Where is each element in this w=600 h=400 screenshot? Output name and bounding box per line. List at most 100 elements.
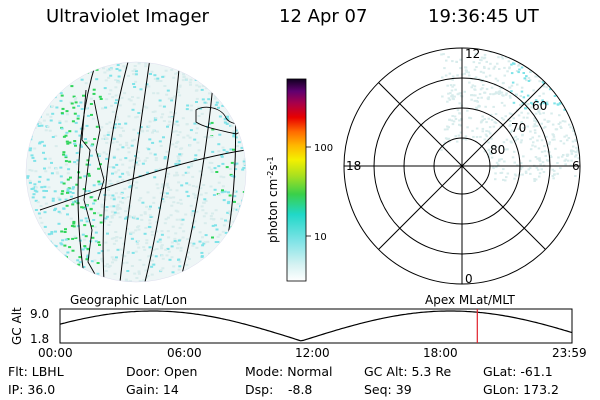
polar-emission-pixel [451, 94, 454, 97]
emission-pixel [210, 121, 214, 124]
emission-pixel [131, 184, 135, 187]
emission-pixel [100, 205, 104, 208]
emission-pixel [62, 153, 66, 156]
emission-pixel [171, 143, 175, 146]
emission-pixel [172, 196, 176, 199]
polar-emission-pixel [483, 138, 486, 141]
polar-emission-pixel [519, 95, 522, 97]
emission-pixel [89, 97, 93, 100]
emission-pixel [81, 248, 85, 251]
emission-pixel [143, 212, 147, 215]
emission-pixel [33, 147, 37, 150]
polar-emission-pixel [540, 150, 544, 153]
emission-pixel [75, 183, 79, 186]
polar-emission-pixel [570, 159, 573, 162]
emission-pixel [171, 130, 175, 133]
emission-pixel [149, 216, 153, 218]
emission-pixel [166, 125, 169, 128]
polar-emission-pixel [462, 137, 465, 140]
emission-pixel [128, 186, 132, 189]
polar-emission-pixel [508, 112, 512, 115]
emission-pixel [26, 175, 30, 178]
emission-pixel [71, 201, 75, 204]
polar-emission-pixel [523, 77, 526, 80]
emission-pixel [148, 246, 152, 249]
polar-emission-pixel [537, 147, 541, 150]
polar-emission-pixel [534, 99, 538, 102]
polar-emission-pixel [485, 75, 488, 78]
polar-emission-pixel [520, 121, 523, 124]
emission-pixel [105, 215, 109, 218]
emission-pixel [42, 196, 46, 199]
emission-pixel [145, 83, 149, 86]
emission-pixel [127, 215, 131, 218]
polar-emission-pixel [485, 60, 488, 63]
polar-emission-pixel [456, 74, 459, 77]
emission-pixel [66, 178, 70, 181]
emission-pixel [91, 236, 95, 239]
emission-pixel [198, 240, 202, 243]
polar-emission-pixel [494, 172, 497, 175]
polar-emission-pixel [544, 154, 547, 157]
emission-pixel [43, 211, 47, 214]
emission-pixel [186, 256, 190, 259]
polar-emission-pixel [506, 70, 509, 73]
polar-emission-pixel [575, 146, 578, 149]
emission-pixel [214, 209, 218, 212]
emission-pixel [84, 190, 88, 193]
emission-pixel [73, 140, 77, 142]
polar-emission-pixel [481, 119, 484, 122]
polar-emission-pixel [483, 67, 486, 69]
emission-pixel [114, 239, 118, 242]
emission-pixel [237, 208, 241, 211]
emission-pixel [73, 235, 77, 238]
polar-emission-pixel [481, 130, 484, 133]
polar-emission-pixel [476, 96, 480, 99]
emission-pixel [139, 126, 143, 129]
polar-emission-pixel [574, 175, 577, 177]
emission-pixel [192, 226, 196, 229]
emission-pixel [38, 122, 42, 125]
emission-pixel [169, 111, 173, 114]
emission-pixel [148, 120, 152, 123]
emission-pixel [145, 239, 149, 242]
emission-pixel [114, 256, 118, 259]
emission-pixel [134, 155, 137, 157]
emission-pixel [134, 229, 138, 232]
polar-emission-pixel [490, 147, 494, 150]
polar-emission-pixel [510, 113, 513, 115]
emission-pixel [220, 217, 224, 220]
emission-pixel [58, 198, 62, 201]
emission-pixel [159, 192, 163, 195]
emission-pixel [215, 171, 219, 173]
emission-pixel [180, 223, 184, 226]
emission-pixel [103, 175, 107, 178]
emission-pixel [134, 73, 138, 76]
emission-pixel [48, 129, 52, 132]
emission-pixel [167, 186, 170, 189]
emission-pixel [198, 85, 201, 88]
emission-pixel [146, 171, 150, 174]
polar-emission-pixel [458, 102, 461, 105]
polar-emission-pixel [459, 58, 462, 61]
emission-pixel [185, 77, 189, 80]
emission-pixel [65, 131, 69, 134]
polar-emission-pixel [517, 71, 520, 74]
emission-pixel [160, 186, 164, 189]
polar-emission-pixel [481, 87, 484, 90]
emission-pixel [137, 199, 141, 202]
emission-pixel [166, 247, 170, 250]
emission-pixel [114, 86, 118, 89]
polar-emission-pixel [530, 106, 533, 109]
emission-pixel [152, 248, 156, 251]
polar-emission-pixel [537, 135, 541, 138]
polar-emission-pixel [527, 80, 531, 82]
emission-pixel [114, 94, 118, 97]
polar-emission-pixel [537, 110, 540, 113]
polar-emission-pixel [574, 138, 577, 141]
emission-pixel [163, 195, 167, 198]
polar-emission-pixel [487, 117, 491, 120]
polar-emission-pixel [522, 96, 526, 99]
emission-pixel [222, 149, 226, 152]
emission-pixel [92, 202, 96, 205]
